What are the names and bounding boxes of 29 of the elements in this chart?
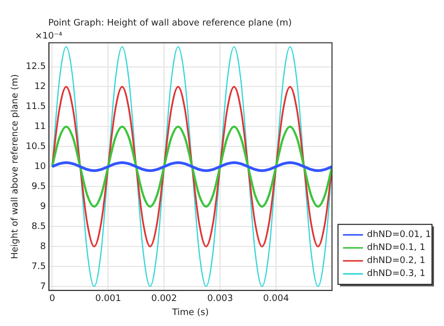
y-tick-label: 8 <box>40 242 46 252</box>
x-tick-label: 0 <box>49 294 56 304</box>
y-tick-label: 11.5 <box>26 102 46 112</box>
legend-label: dhND=0.1, 1 <box>367 243 426 254</box>
y-tick-label: 10.5 <box>26 142 46 152</box>
y-tick-label: 11 <box>34 122 46 132</box>
x-axis-title: Time (s) <box>171 308 209 318</box>
x-tick-label: 0.004 <box>263 294 290 304</box>
y-axis-title: Height of wall above reference plane (m) <box>10 74 21 260</box>
y-tick-label: 12 <box>34 82 46 92</box>
y-tick-label: 8.5 <box>32 222 46 232</box>
y-tick-label: 7.5 <box>32 262 46 272</box>
y-tick-label: 12.5 <box>26 62 46 72</box>
line-series <box>52 46 332 288</box>
legend-label: dhND=0.2, 1 <box>367 256 426 266</box>
legend-label: dhND=0.3, 1 <box>367 269 426 280</box>
line-series <box>51 126 332 208</box>
line-series <box>50 161 332 172</box>
y-tick-label: 9 <box>40 202 46 212</box>
legend-label: dhND=0.01, 1 <box>367 230 432 240</box>
y-tick-label: 9.5 <box>32 182 46 192</box>
y-tick-label: 10 <box>34 162 46 172</box>
x-tick-label: 0.003 <box>207 294 233 304</box>
chart-title: Point Graph: Height of wall above reference plane (m) <box>48 18 292 29</box>
y-tick-label: 7 <box>40 282 46 292</box>
x-tick-label: 0.002 <box>151 294 177 304</box>
text: ×10⁻⁴ <box>34 32 63 42</box>
line-series <box>51 86 332 248</box>
x-tick-label: 0.001 <box>95 294 122 304</box>
